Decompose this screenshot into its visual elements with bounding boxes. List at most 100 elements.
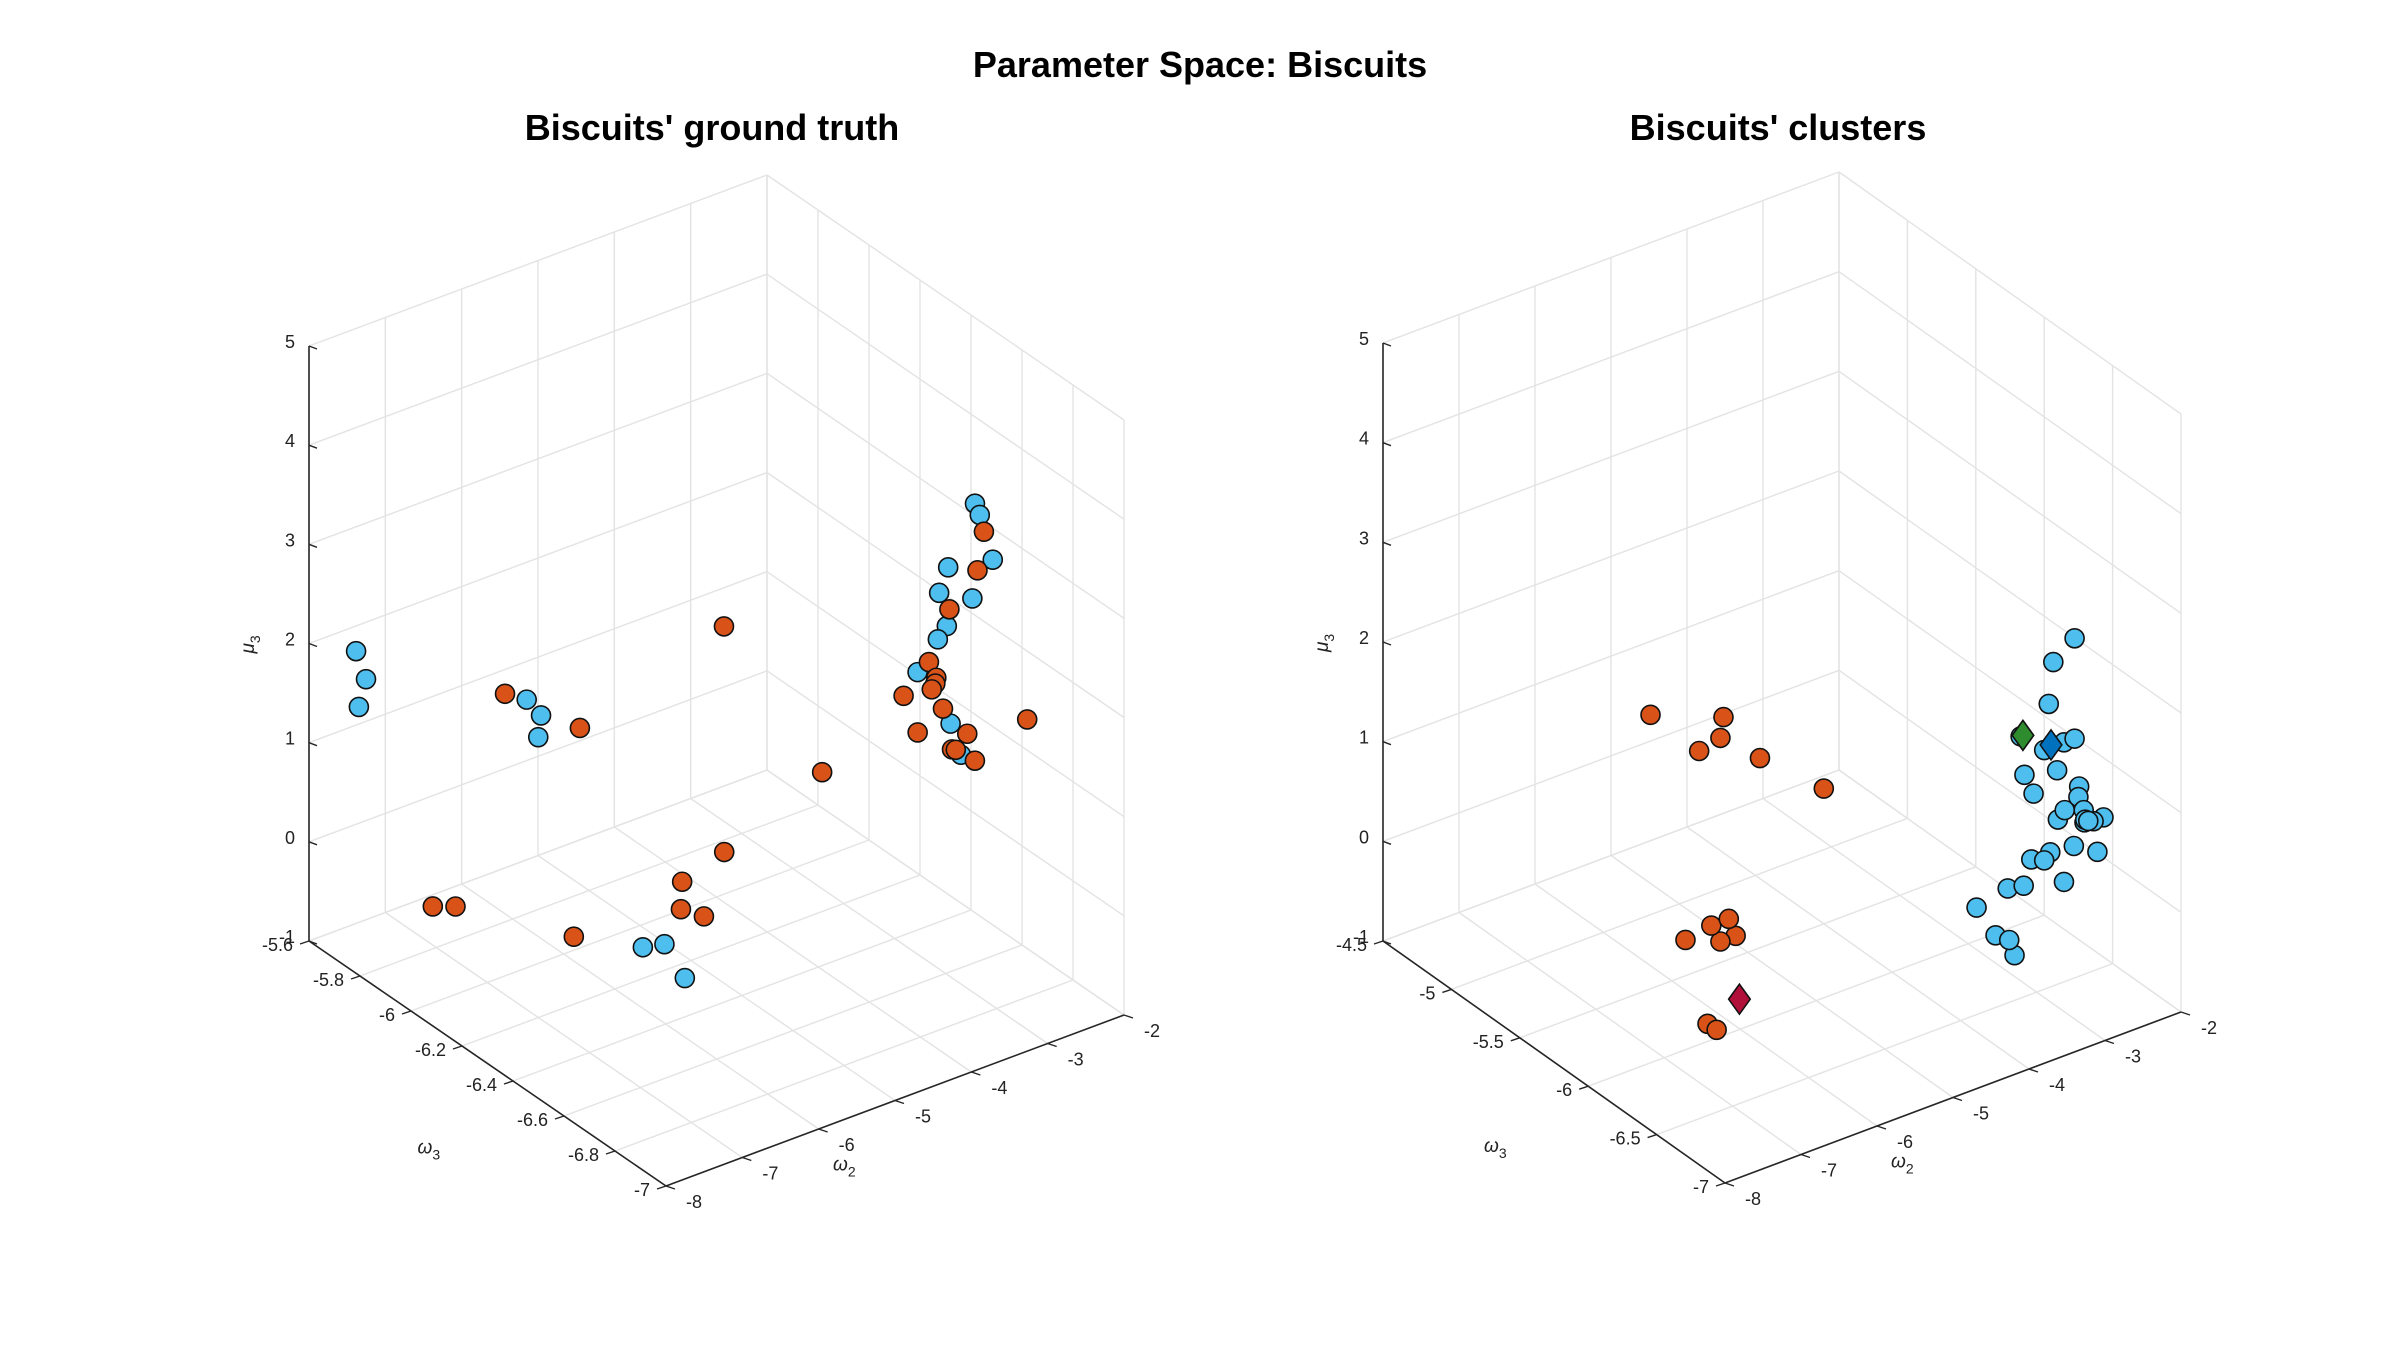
y-tick-label: -6.8 <box>568 1145 599 1165</box>
data-point <box>2046 759 2068 781</box>
z-tick <box>1382 741 1392 746</box>
data-point <box>2033 850 2055 871</box>
grid-line <box>766 571 1125 818</box>
data-point <box>494 683 516 705</box>
y-axis-line <box>1382 940 1726 1184</box>
x-tick <box>894 1099 905 1105</box>
data-point <box>693 906 715 927</box>
z-tick-label: 5 <box>1359 329 1369 349</box>
x-tick <box>1800 1153 1811 1159</box>
grid-line <box>766 372 1125 619</box>
z-tick-label: 2 <box>1359 628 1369 648</box>
grid-line <box>1838 370 2182 614</box>
data-point <box>1701 915 1722 936</box>
grid-line <box>766 273 1125 520</box>
data-point <box>713 616 735 637</box>
grid-line <box>537 854 896 1102</box>
data-point <box>563 926 585 948</box>
figure-title: Parameter Space: Biscuits <box>972 44 1428 85</box>
z-tick <box>1382 541 1392 546</box>
z-tick-label: 2 <box>285 630 295 650</box>
y-axis-label: ω3 <box>418 1138 441 1163</box>
x-axis-label: ω2 <box>833 1155 856 1180</box>
data-point <box>632 936 654 958</box>
grid-line <box>1838 271 2182 515</box>
data-point <box>1016 709 1038 730</box>
data-point <box>945 739 967 761</box>
x-tick <box>1047 1042 1057 1048</box>
data-point <box>937 557 959 578</box>
data-point <box>967 560 988 581</box>
grid-line <box>1451 817 1908 991</box>
x-tick-label: -5 <box>915 1107 931 1127</box>
y-tick <box>503 1080 514 1085</box>
grid-line <box>766 174 1125 421</box>
data-point <box>422 896 444 917</box>
x-tick-label: -7 <box>1821 1161 1837 1181</box>
x-tick-label: -6 <box>839 1135 855 1155</box>
data-point <box>921 679 943 700</box>
x-tick-label: -2 <box>1144 1021 1160 1041</box>
data-point <box>530 705 552 726</box>
x-tick-label: -8 <box>1745 1189 1761 1209</box>
grid-line <box>308 769 768 942</box>
data-point <box>345 640 367 662</box>
data-point <box>2053 871 2075 893</box>
y-tick <box>1510 1037 1521 1042</box>
data-point <box>527 726 549 748</box>
centroid-marker <box>2039 728 2063 762</box>
z-tick-label: 4 <box>1359 429 1369 449</box>
y-axis-label: ω3 <box>1484 1136 1507 1161</box>
y-tick-label: -5.6 <box>262 935 293 955</box>
data-point <box>1688 740 1710 762</box>
data-point <box>2014 764 2035 786</box>
y-tick <box>350 975 361 980</box>
data-point <box>2087 841 2108 863</box>
grid-line <box>1838 570 2182 814</box>
grid-line <box>1382 570 1840 743</box>
x-tick-label: -4 <box>991 1078 1007 1098</box>
grid-line <box>1382 470 1840 643</box>
x-tick-label: -3 <box>1068 1050 1084 1070</box>
data-point <box>893 685 914 707</box>
x-tick <box>1876 1125 1887 1130</box>
data-point <box>969 504 991 526</box>
y-tick-label: -6 <box>1556 1080 1572 1100</box>
data-point <box>1640 704 1661 726</box>
grid-line <box>512 909 972 1082</box>
chart-title: Biscuits' clusters <box>1630 107 1927 148</box>
y-tick <box>605 1150 616 1155</box>
data-point <box>2063 835 2085 857</box>
y-tick-label: -6.5 <box>1610 1129 1641 1149</box>
z-tick-label: 3 <box>1359 528 1369 548</box>
x-tick <box>818 1128 828 1133</box>
y-tick-label: -7 <box>1693 1177 1709 1197</box>
data-point <box>1710 727 1731 749</box>
data-point <box>2043 651 2064 673</box>
x-tick <box>2180 1011 2191 1016</box>
data-point <box>928 582 950 604</box>
data-point <box>964 750 986 771</box>
z-tick <box>308 444 318 449</box>
data-point <box>569 717 591 739</box>
data-point <box>2013 875 2034 897</box>
x-tick <box>742 1156 752 1162</box>
y-tick <box>1373 940 1384 945</box>
z-tick-label: 1 <box>285 729 295 749</box>
data-point <box>2064 627 2085 649</box>
data-point <box>713 841 735 863</box>
data-point <box>671 871 693 893</box>
z-tick-label: 1 <box>1359 728 1369 748</box>
z-tick <box>308 940 318 945</box>
data-point <box>1713 706 1734 728</box>
grid-line <box>766 769 1125 1016</box>
grid-line <box>1382 669 1840 842</box>
grid-line <box>308 471 768 645</box>
data-point <box>654 933 675 955</box>
grid-line <box>1686 826 2030 1070</box>
y-tick <box>656 1185 667 1190</box>
z-tick-label: -1 <box>1353 927 1369 947</box>
z-tick <box>308 742 318 747</box>
data-point <box>355 668 377 690</box>
